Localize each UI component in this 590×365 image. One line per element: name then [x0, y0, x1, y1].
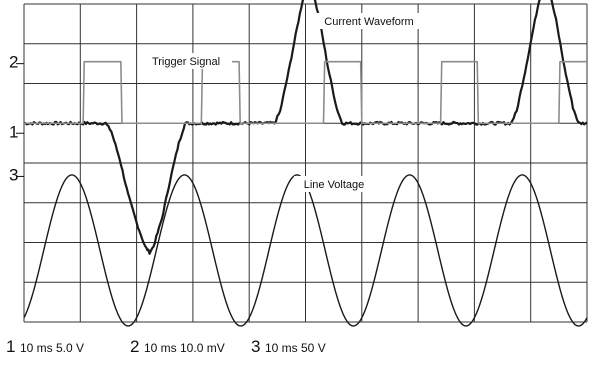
trace-label-line-voltage: Line Voltage — [294, 176, 374, 192]
grid — [23, 3, 588, 323]
channel-setting-1: 10 ms 5.0 V — [20, 341, 84, 355]
trace-label-current-waveform: Current Waveform — [315, 13, 423, 29]
trace-label-text: Trigger Signal — [152, 56, 220, 68]
trace-labels: Current Waveform Trigger Signal Line Volta… — [140, 13, 423, 192]
channel-number-3: 3 — [251, 337, 260, 356]
trace-trigger-signal — [24, 60, 587, 125]
trace-label-text: Current Waveform — [324, 16, 413, 28]
channel-marker-2: 2 — [9, 53, 18, 72]
channel-markers: 2 1 3 — [9, 53, 24, 184]
trace-label-background — [294, 176, 374, 192]
trace-label-background — [315, 13, 423, 29]
trace-label-trigger-signal: Trigger Signal — [140, 53, 232, 69]
channel-number-2: 2 — [130, 337, 139, 356]
channel-marker-3: 3 — [9, 165, 18, 184]
channel-number-1: 1 — [6, 337, 15, 356]
channel-marker-1: 1 — [9, 122, 18, 141]
channel-setting-2: 10 ms 10.0 mV — [144, 341, 225, 355]
channel-setting-3: 10 ms 50 V — [265, 341, 326, 355]
trace-current-waveform — [23, 0, 588, 255]
trace-label-background — [140, 53, 232, 69]
channel-settings: 1 10 ms 5.0 V 2 10 ms 10.0 mV 3 10 ms 50 V — [6, 337, 326, 356]
trace-label-text: Line Voltage — [304, 179, 365, 191]
